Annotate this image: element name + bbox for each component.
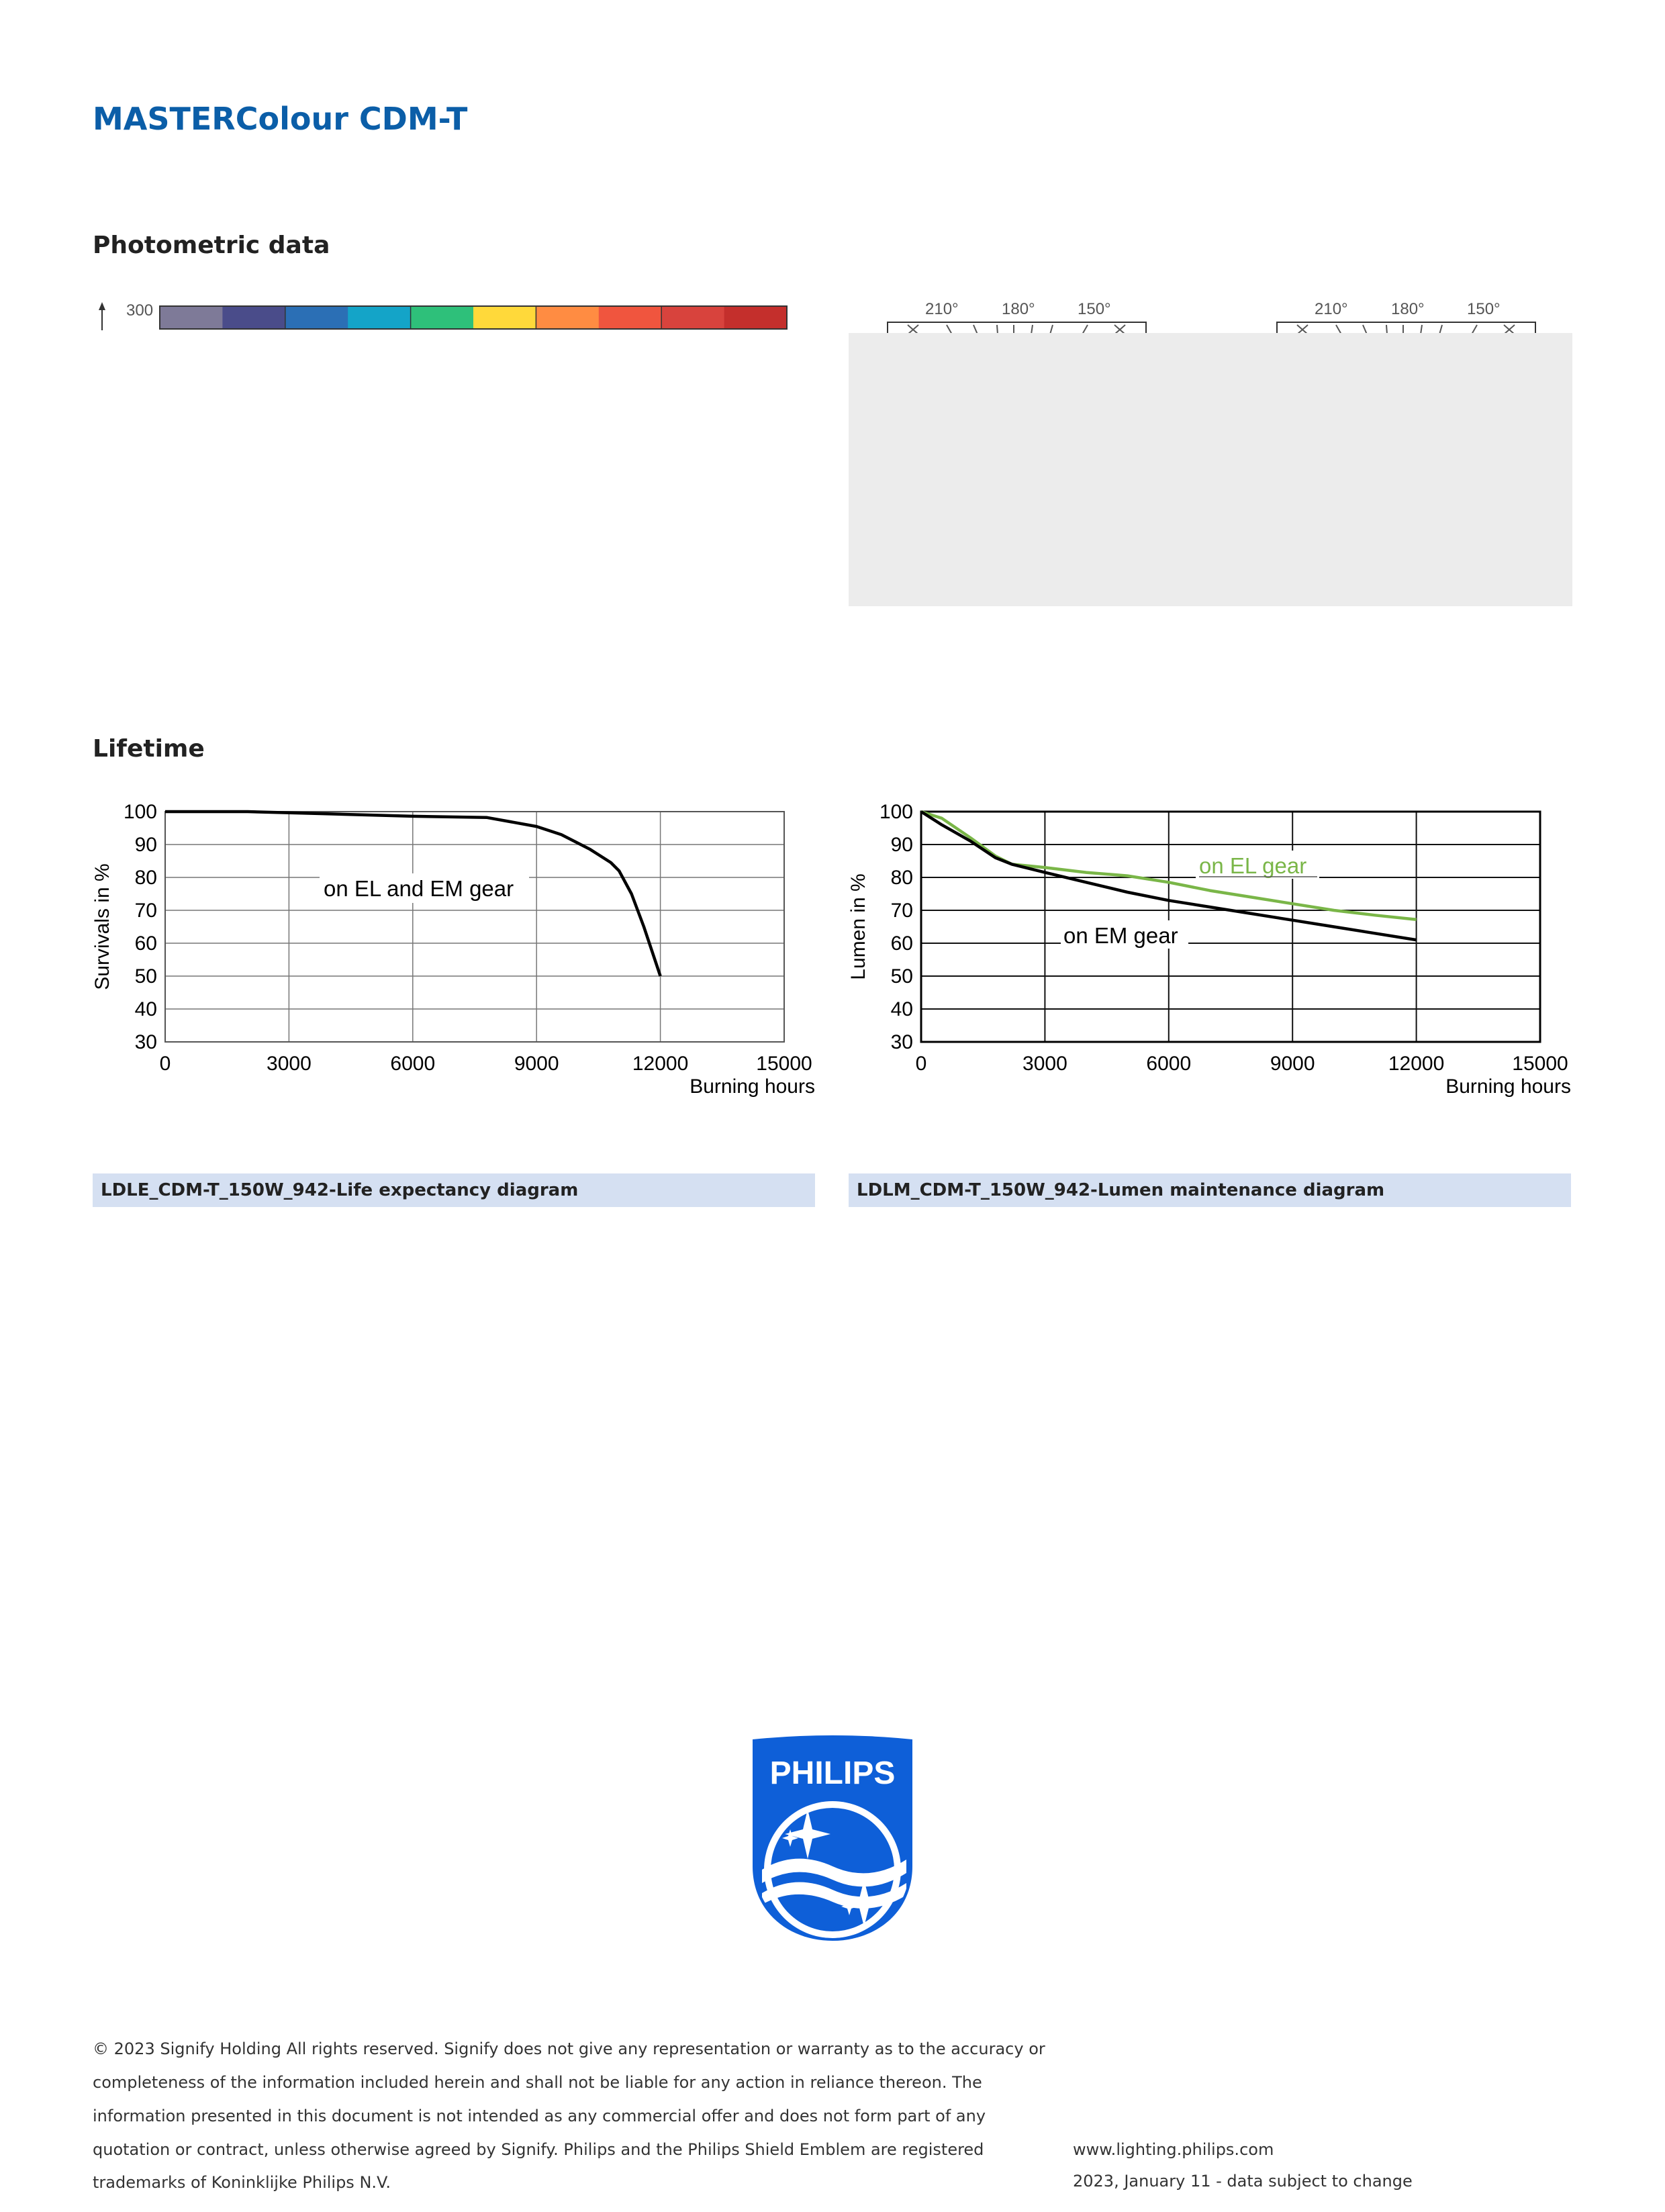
colorbar-label: 300 — [126, 301, 153, 320]
document-title: MASTERColour CDM-T — [93, 101, 468, 137]
series-line — [920, 810, 1417, 921]
x-tick-label: 12000 — [632, 1053, 688, 1075]
x-tick-label: 0 — [916, 1053, 927, 1075]
x-tick-label: 6000 — [390, 1053, 435, 1075]
y-tick-label: 80 — [135, 867, 157, 889]
y-tick-label: 60 — [891, 932, 913, 955]
footer-disclaimer-line: completeness of the information included… — [93, 2073, 982, 2092]
colorbar-frame — [159, 305, 788, 330]
plot-frame — [164, 811, 785, 1043]
colorbar-cell — [473, 306, 536, 329]
series-line — [920, 810, 1417, 942]
polar-angle-label: 150° — [1078, 300, 1111, 318]
lifetime-section-title: Lifetime — [93, 735, 205, 763]
x-tick-label: 3000 — [1022, 1053, 1067, 1075]
polar-angle-label: 210° — [925, 300, 959, 318]
y-tick-label: 90 — [891, 834, 913, 856]
x-tick-label: 0 — [160, 1053, 171, 1075]
philips-shield-logo: PHILIPS — [753, 1735, 912, 1941]
y-tick-label: 40 — [135, 998, 157, 1020]
lumen-maintenance-caption: LDLM_CDM-T_150W_942-Lumen maintenance di… — [849, 1173, 1571, 1207]
footer-date: 2023, January 11 - data subject to chang… — [1073, 2172, 1413, 2191]
philips-wordmark: PHILIPS — [770, 1756, 896, 1791]
series-label: on EM gear — [1063, 923, 1178, 948]
footer-website: www.lighting.philips.com — [1073, 2140, 1274, 2159]
colorbar-cell — [348, 306, 412, 329]
polar-diagram-left: 210° 180° 150° — [887, 300, 1147, 335]
life-expectancy-chart: 100 90 80 70 60 50 40 300 3000 6000 9000 12000 15000… — [91, 801, 815, 1098]
colorbar-cell — [536, 306, 600, 329]
colorbar-cell — [285, 306, 348, 329]
y-tick-label: 90 — [135, 834, 157, 856]
legend-background — [1196, 851, 1319, 879]
footer-disclaimer-line: quotation or contract, unless otherwise … — [93, 2140, 984, 2159]
photometric-colorbar: 300 — [99, 301, 788, 330]
y-tick-label: 70 — [135, 900, 157, 922]
colorbar-cell — [160, 306, 223, 329]
colorbar-cell — [410, 306, 474, 329]
colorbar-cell — [661, 306, 725, 329]
polar-diagram-right: 210° 180° 150° — [1276, 300, 1536, 335]
annotation-background — [320, 873, 529, 903]
x-axis-label: Burning hours — [1445, 1075, 1571, 1098]
series-label: on EL gear — [1199, 853, 1306, 878]
x-tick-label: 12000 — [1388, 1053, 1444, 1075]
colorbar-cell — [724, 306, 788, 329]
y-axis-label: Lumen in % — [847, 873, 869, 979]
x-tick-label: 9000 — [1270, 1053, 1315, 1075]
polar-angle-label: 180° — [1002, 300, 1035, 318]
y-tick-label: 40 — [891, 998, 913, 1020]
footer-disclaimer-line: information presented in this document i… — [93, 2107, 986, 2125]
series-line — [165, 810, 662, 977]
photometric-section-title: Photometric data — [93, 232, 330, 259]
x-tick-label: 15000 — [1512, 1053, 1568, 1075]
footer-disclaimer-line: trademarks of Koninklijke Philips N.V. — [93, 2173, 391, 2192]
plot-frame — [920, 810, 1541, 1043]
colorbar-cells — [160, 306, 788, 329]
life-expectancy-caption: LDLE_CDM-T_150W_942-Life expectancy diag… — [93, 1173, 815, 1207]
y-tick-label: 60 — [135, 932, 157, 955]
footer-disclaimer-line: © 2023 Signify Holding All rights reserv… — [93, 2039, 1045, 2058]
polar-angle-label: 150° — [1467, 300, 1501, 318]
y-tick-label: 70 — [891, 900, 913, 922]
legend-background — [1061, 920, 1188, 949]
y-tick-label: 50 — [135, 965, 157, 988]
chart-annotation: on EL and EM gear — [324, 876, 514, 901]
y-tick-label: 30 — [891, 1031, 913, 1053]
colorbar-cell — [222, 306, 286, 329]
y-tick-label: 50 — [891, 965, 913, 988]
y-tick-label: 100 — [124, 801, 157, 823]
x-tick-label: 9000 — [514, 1053, 559, 1075]
y-tick-label: 100 — [879, 801, 913, 823]
up-arrow-icon — [99, 302, 105, 330]
y-tick-label: 30 — [135, 1031, 157, 1053]
y-tick-label: 80 — [891, 867, 913, 889]
x-tick-label: 15000 — [756, 1053, 812, 1075]
polar-angle-label: 210° — [1315, 300, 1348, 318]
x-axis-label: Burning hours — [689, 1075, 815, 1098]
x-tick-label: 6000 — [1146, 1053, 1191, 1075]
polar-angle-label: 180° — [1391, 300, 1425, 318]
x-tick-label: 3000 — [267, 1053, 312, 1075]
lumen-maintenance-chart: 100 90 80 70 60 50 40 300 3000 6000 9000 12000 15000… — [847, 801, 1571, 1098]
colorbar-cell — [598, 306, 662, 329]
photometric-image-placeholder — [849, 333, 1572, 606]
y-axis-label: Survivals in % — [91, 863, 113, 990]
